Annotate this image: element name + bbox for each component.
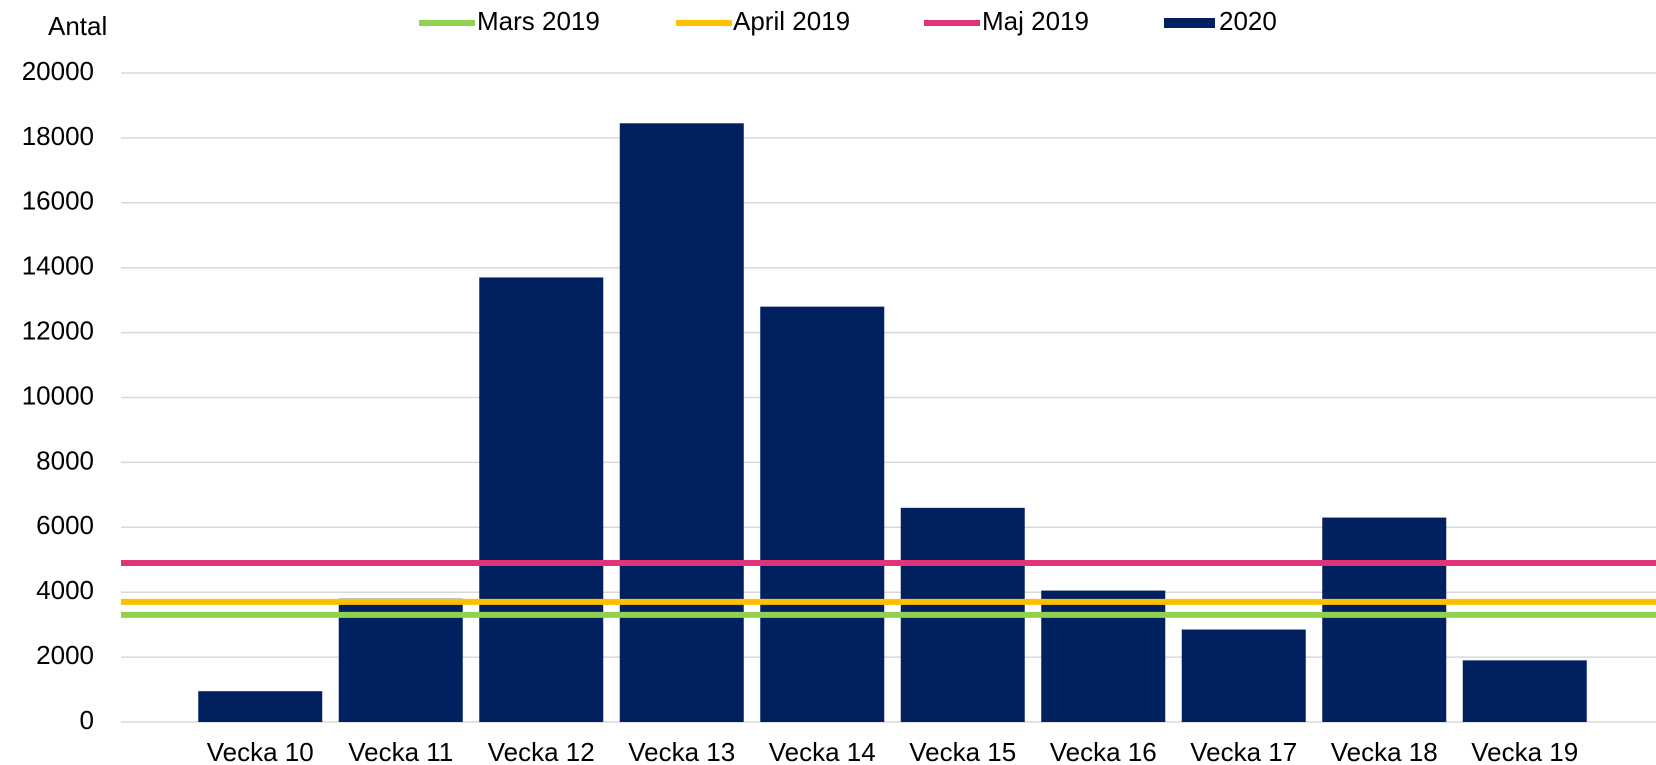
y-tick-label: 18000 — [22, 121, 94, 151]
y-tick-label: 6000 — [36, 510, 94, 540]
bar — [1041, 590, 1166, 722]
y-tick-label: 10000 — [22, 380, 94, 410]
y-tick-label: 16000 — [22, 186, 94, 216]
bar — [1462, 660, 1587, 722]
x-tick-label: Vecka 12 — [488, 737, 595, 765]
bar — [1322, 517, 1447, 722]
x-tick-label: Vecka 19 — [1471, 737, 1578, 765]
bar — [1181, 629, 1306, 722]
x-tick-label: Vecka 10 — [207, 737, 314, 765]
y-tick-label: 2000 — [36, 640, 94, 670]
bar — [338, 598, 463, 722]
bar — [760, 306, 885, 722]
legend-label: 2020 — [1219, 6, 1277, 36]
x-tick-label: Vecka 14 — [769, 737, 876, 765]
x-tick-label: Vecka 17 — [1190, 737, 1297, 765]
x-tick-label: Vecka 18 — [1331, 737, 1438, 765]
bar — [479, 277, 604, 722]
y-tick-label: 8000 — [36, 445, 94, 475]
y-tick-label: 12000 — [22, 315, 94, 345]
x-tick-label: Vecka 16 — [1050, 737, 1157, 765]
x-tick-label: Vecka 11 — [348, 737, 453, 765]
bar — [619, 123, 744, 723]
x-tick-label: Vecka 13 — [628, 737, 735, 765]
y-tick-label: 0 — [80, 705, 94, 735]
y-tick-label: 4000 — [36, 575, 94, 605]
bar — [198, 691, 323, 722]
y-tick-label: 14000 — [22, 251, 94, 281]
x-tick-label: Vecka 15 — [909, 737, 1016, 765]
y-axis-label: Antal — [48, 11, 107, 41]
legend-swatch — [1164, 18, 1215, 28]
legend-label: Maj 2019 — [982, 6, 1089, 36]
legend-label: Mars 2019 — [477, 6, 600, 36]
y-tick-label: 20000 — [22, 56, 94, 86]
legend-label: April 2019 — [733, 6, 850, 36]
